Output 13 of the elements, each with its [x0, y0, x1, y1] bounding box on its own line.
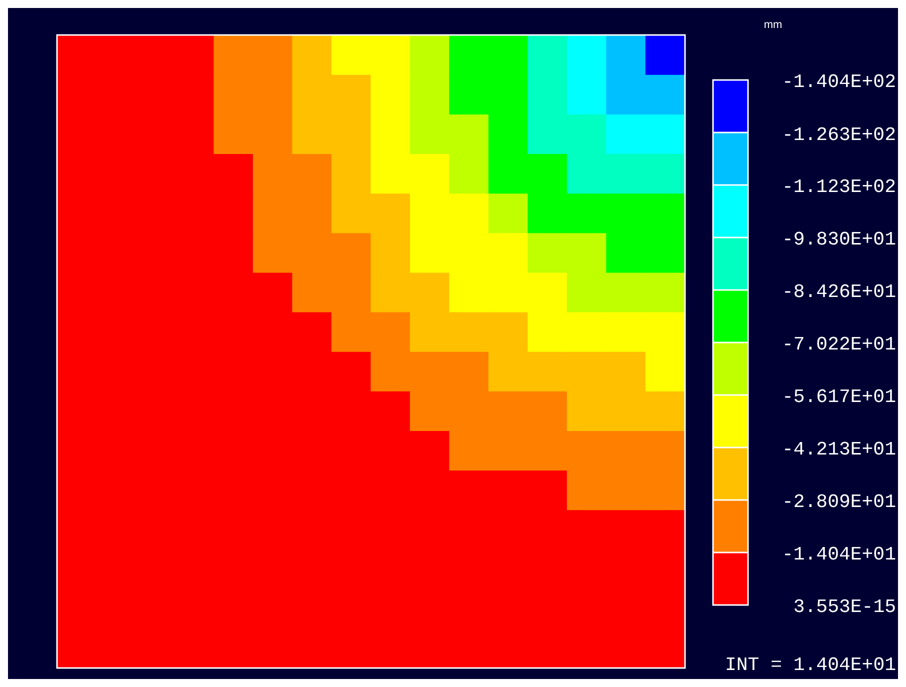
color-bar-label: -1.404E+01: [782, 544, 896, 566]
color-bar-label: -8.426E+01: [782, 280, 896, 303]
text: INT = 1.404E+01: [724, 654, 896, 676]
color-bar-label: -7.022E+01: [782, 333, 896, 356]
color-bar-label: -1.404E+02: [782, 71, 896, 94]
color-bar-label: 3.553E-15: [793, 596, 896, 618]
color-bar-title: mm: [764, 19, 782, 32]
color-bar-label: -1.123E+02: [782, 176, 896, 198]
color-bar-label: -2.809E+01: [782, 490, 896, 513]
color-bar-label: -5.617E+01: [782, 386, 896, 408]
color-bar-label: -9.830E+01: [782, 228, 896, 250]
color-bar-label: -1.263E+02: [782, 124, 896, 146]
color-bar-label: -4.213E+01: [782, 438, 896, 460]
